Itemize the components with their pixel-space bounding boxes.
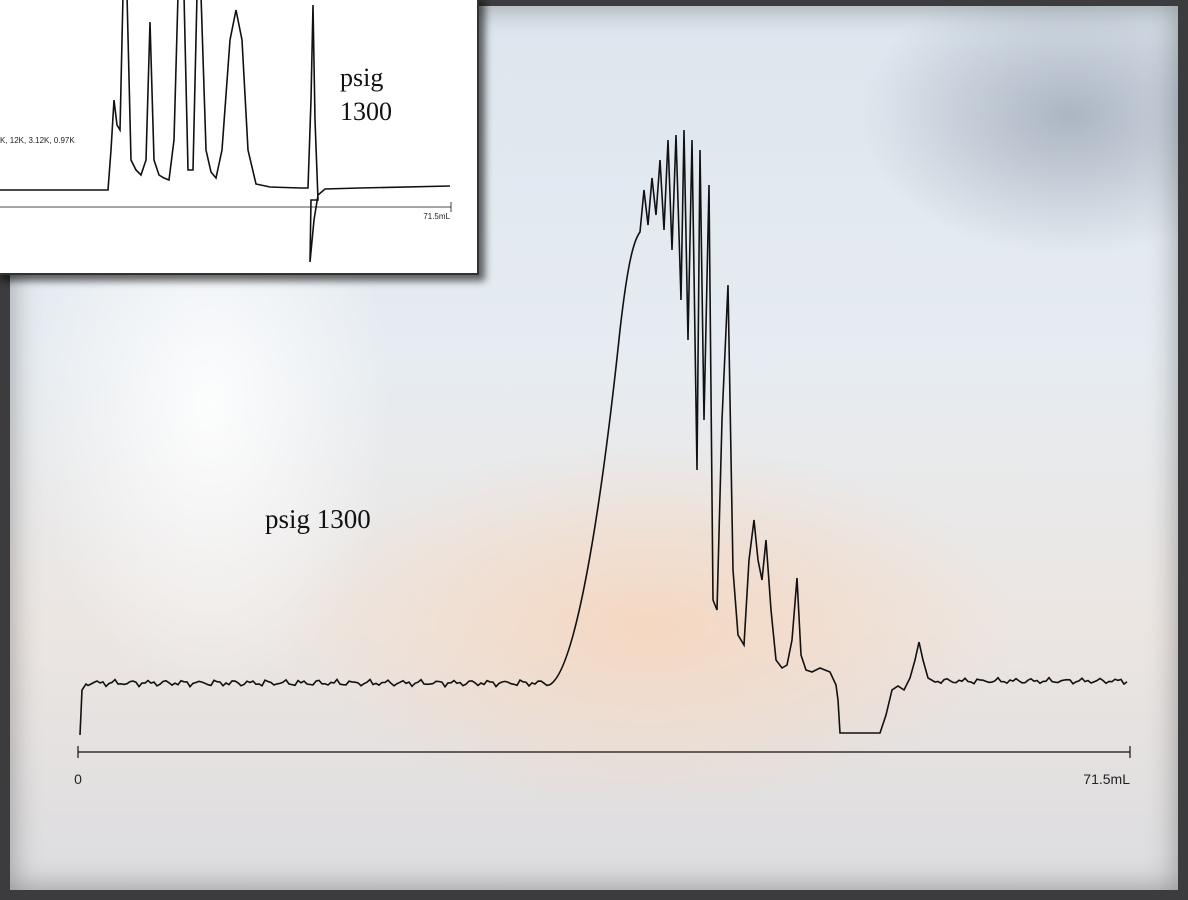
inset-trace bbox=[0, 0, 451, 263]
inset-label: 1300 bbox=[340, 97, 392, 126]
inset-plot: 71.5mL K, 12K, 3.12K, 0.97K psig 1300 bbox=[0, 0, 479, 275]
axis-end-label: 71.5mL bbox=[1083, 771, 1130, 787]
axis-start-label: 0 bbox=[74, 771, 82, 787]
inset-label: psig bbox=[340, 63, 383, 92]
chromatogram-trace bbox=[79, 129, 1128, 736]
plot-label: psig 1300 bbox=[265, 504, 371, 534]
inset-legend: K, 12K, 3.12K, 0.97K bbox=[0, 136, 75, 145]
inset-panel bbox=[0, 0, 479, 275]
inset-axis-end-label: 71.5mL bbox=[423, 212, 450, 221]
